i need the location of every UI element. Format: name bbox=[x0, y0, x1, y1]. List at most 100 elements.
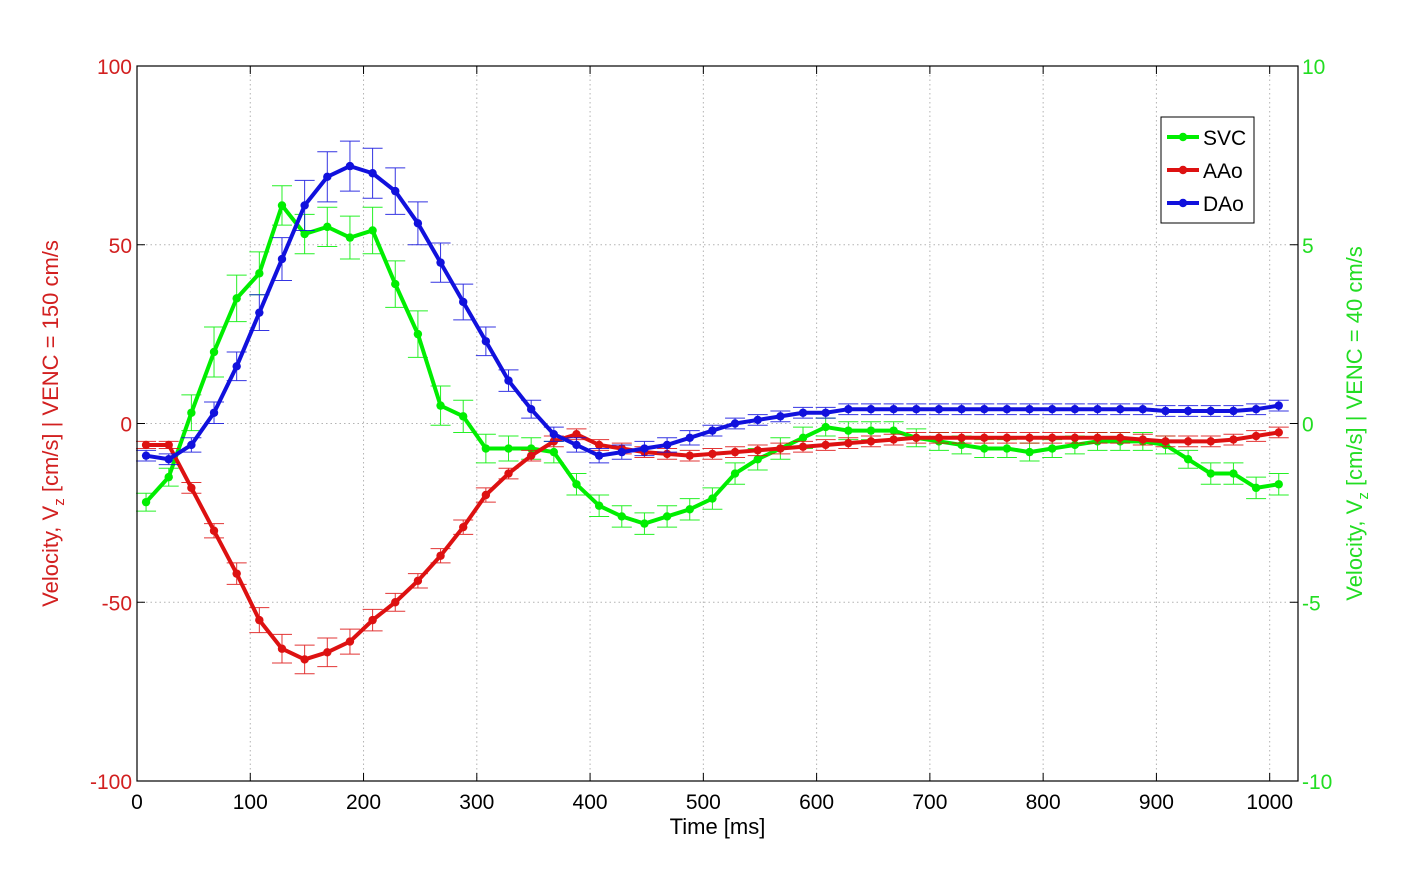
right-y-tick-label: 10 bbox=[1302, 56, 1325, 79]
data-point bbox=[708, 426, 717, 435]
left-y-tick-label: 50 bbox=[109, 235, 132, 258]
data-point bbox=[459, 297, 468, 307]
data-point bbox=[345, 233, 355, 242]
data-point bbox=[141, 497, 151, 507]
data-point bbox=[572, 430, 581, 439]
data-point bbox=[209, 408, 219, 417]
data-point bbox=[368, 615, 377, 625]
data-point bbox=[980, 444, 989, 453]
data-point bbox=[1229, 435, 1238, 444]
legend-item-aao: AAo bbox=[1167, 160, 1243, 183]
x-tick-label: 600 bbox=[799, 791, 834, 814]
data-point bbox=[1115, 433, 1125, 442]
legend-swatch-marker bbox=[1178, 198, 1188, 208]
data-point bbox=[1115, 405, 1125, 414]
data-point bbox=[1229, 469, 1238, 478]
data-point bbox=[1274, 401, 1283, 410]
data-point bbox=[708, 494, 717, 503]
data-point bbox=[368, 226, 377, 235]
data-point bbox=[640, 519, 649, 528]
data-point bbox=[255, 269, 264, 278]
right-y-tick-label: 0 bbox=[1302, 414, 1314, 437]
data-point bbox=[481, 490, 491, 500]
data-point bbox=[504, 444, 513, 453]
data-point bbox=[413, 329, 423, 339]
x-tick-label: 1000 bbox=[1246, 791, 1293, 814]
data-point bbox=[549, 430, 559, 439]
data-point bbox=[1070, 433, 1080, 442]
data-point bbox=[436, 258, 445, 267]
data-point bbox=[436, 551, 445, 560]
data-point bbox=[753, 446, 762, 455]
data-point bbox=[391, 186, 400, 196]
data-point bbox=[617, 512, 626, 521]
data-point bbox=[300, 201, 309, 210]
data-point bbox=[413, 576, 423, 585]
x-tick-label: 100 bbox=[233, 791, 268, 814]
data-point bbox=[164, 455, 173, 464]
data-point bbox=[662, 512, 672, 521]
data-point bbox=[187, 483, 196, 493]
data-point bbox=[255, 308, 264, 317]
data-point bbox=[1025, 405, 1034, 414]
data-point bbox=[1025, 433, 1034, 442]
data-point bbox=[980, 405, 989, 414]
data-point bbox=[1251, 431, 1261, 441]
data-point bbox=[889, 435, 898, 444]
data-point bbox=[187, 440, 196, 450]
data-point bbox=[685, 433, 694, 442]
data-point bbox=[436, 401, 445, 410]
data-point bbox=[1093, 405, 1102, 414]
data-point bbox=[662, 440, 672, 450]
legend-label: AAo bbox=[1203, 160, 1243, 183]
data-point bbox=[685, 505, 694, 514]
left-y-tick-label: -50 bbox=[102, 592, 132, 615]
data-point bbox=[481, 444, 491, 453]
data-point bbox=[209, 526, 219, 535]
legend-swatch-marker bbox=[1178, 132, 1188, 142]
legend-label: SVC bbox=[1203, 127, 1246, 150]
data-point bbox=[821, 440, 830, 450]
data-point bbox=[730, 419, 740, 428]
data-point bbox=[844, 438, 853, 448]
ticks: 0 100 200 300 400 500 600 700 800 900 1000100500-5… bbox=[90, 56, 1332, 814]
legend-swatch-marker bbox=[1178, 165, 1188, 175]
right-y-tick-label: -5 bbox=[1302, 592, 1321, 615]
x-tick-label: 500 bbox=[686, 791, 721, 814]
data-point bbox=[957, 433, 966, 442]
data-point bbox=[912, 433, 921, 442]
right-y-tick-label: 5 bbox=[1302, 235, 1314, 258]
x-axis-label: Time [ms] bbox=[670, 814, 766, 839]
data-point bbox=[232, 294, 241, 303]
data-point bbox=[1093, 433, 1102, 442]
right-y-tick-label: -10 bbox=[1302, 771, 1332, 794]
x-tick-label: 0 bbox=[131, 791, 143, 814]
data-point bbox=[164, 472, 173, 482]
data-point bbox=[300, 655, 309, 664]
data-point bbox=[1161, 437, 1170, 446]
data-point bbox=[821, 408, 830, 417]
data-point bbox=[889, 405, 898, 414]
data-point bbox=[889, 426, 898, 435]
data-point bbox=[730, 469, 740, 478]
data-point bbox=[1206, 406, 1215, 416]
grid bbox=[137, 66, 1298, 781]
data-point bbox=[730, 447, 740, 457]
data-point bbox=[459, 522, 468, 532]
data-point bbox=[844, 405, 853, 414]
x-tick-label: 300 bbox=[459, 791, 494, 814]
data-point bbox=[912, 405, 921, 414]
data-point bbox=[594, 501, 604, 510]
series-dao bbox=[136, 140, 1289, 466]
data-point bbox=[232, 362, 241, 371]
data-point bbox=[187, 408, 196, 417]
x-tick-label: 700 bbox=[912, 791, 947, 814]
data-point bbox=[594, 440, 604, 450]
data-point bbox=[572, 440, 581, 450]
data-point bbox=[798, 433, 808, 442]
data-point bbox=[934, 433, 944, 442]
data-point bbox=[526, 405, 536, 414]
left-y-tick-label: 0 bbox=[120, 414, 132, 437]
data-point bbox=[232, 569, 241, 578]
